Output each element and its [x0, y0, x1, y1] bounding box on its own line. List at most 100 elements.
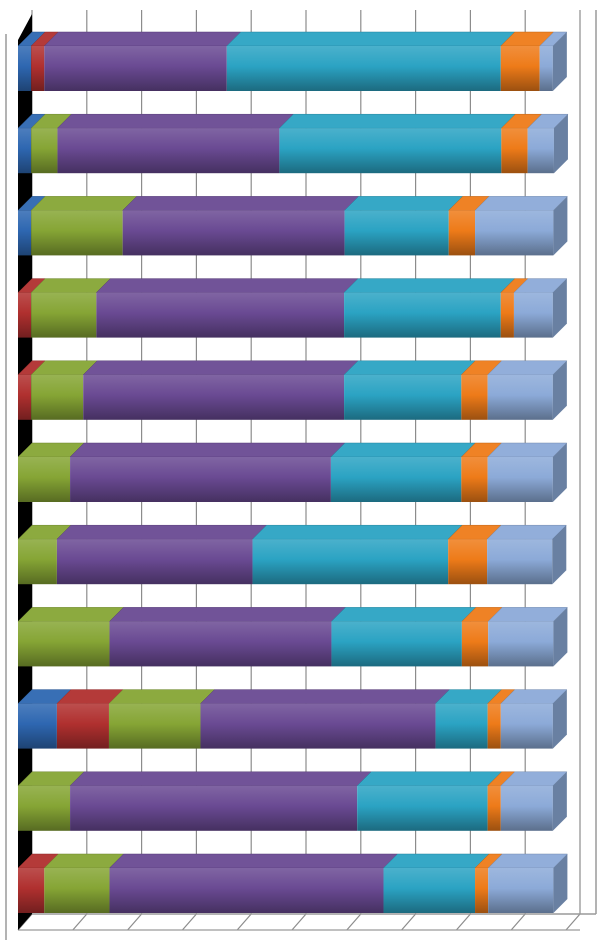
bar-top-face — [251, 524, 463, 540]
bar-segment — [70, 457, 331, 502]
bar-segment — [31, 128, 58, 174]
bar-end-face — [552, 32, 567, 91]
bar-segment — [448, 210, 476, 256]
bar-segment — [344, 210, 449, 256]
bar-segment — [330, 457, 462, 502]
gridline-floor — [401, 913, 417, 931]
bar-top-face — [330, 442, 476, 458]
bar-end-face — [553, 114, 568, 174]
bar-segment — [501, 128, 528, 174]
bar-top-face — [82, 360, 359, 376]
bar-end-face — [553, 854, 568, 913]
bar-segment — [487, 785, 501, 831]
bar-segment — [487, 457, 553, 502]
bar-top-face — [226, 31, 516, 47]
bar-end-face — [553, 607, 568, 667]
bar-segment — [18, 128, 32, 174]
bar-segment — [31, 46, 45, 91]
bar-segment — [487, 539, 553, 585]
bar-segment — [96, 292, 345, 338]
bar-top-face — [69, 442, 346, 458]
bar-top-face — [30, 196, 138, 211]
bar-top-face — [108, 689, 216, 704]
bar-top-face — [108, 853, 399, 869]
bar-segment — [18, 457, 71, 502]
gridline-floor — [72, 913, 88, 931]
bar-top-face — [199, 689, 451, 704]
bar-segment — [18, 292, 32, 338]
bar-end-face — [552, 689, 567, 749]
bar-segment — [252, 539, 449, 585]
gridline-floor — [565, 913, 581, 931]
bar-segment — [44, 868, 110, 913]
bar-segment — [488, 868, 554, 913]
bar-segment — [475, 868, 489, 913]
bar-segment — [475, 210, 554, 256]
bar-segment — [357, 785, 488, 831]
bar-segment — [344, 292, 501, 338]
bar-segment — [108, 703, 201, 749]
bar-segment — [344, 374, 462, 420]
bar-top-face — [344, 196, 464, 211]
bar-end-face — [552, 771, 567, 831]
bar-segment — [527, 128, 554, 174]
bar-segment — [461, 374, 488, 420]
bar-segment — [18, 703, 57, 749]
gridline-floor — [346, 913, 362, 931]
bar-top-face — [108, 607, 347, 622]
bar-segment — [500, 46, 540, 91]
bar-segment — [70, 785, 358, 831]
gridline-floor — [236, 913, 252, 931]
bar-top-face — [17, 607, 125, 622]
bar-top-face — [343, 278, 516, 293]
bar-segment — [56, 703, 109, 749]
bar-segment — [461, 621, 489, 667]
bar-end-face — [552, 360, 567, 420]
bar-segment — [18, 46, 32, 91]
bar-top-face — [278, 113, 516, 129]
bar-segment — [279, 128, 502, 174]
bar-segment — [18, 785, 71, 831]
bar-segment — [109, 868, 384, 913]
bar-top-face — [56, 113, 294, 129]
bar-segment — [539, 46, 553, 91]
bar-segment — [487, 703, 501, 749]
bar-segment — [331, 621, 462, 667]
bar-segment — [487, 374, 553, 420]
bar-top-face — [122, 196, 360, 211]
bar-segment — [31, 374, 84, 420]
bar-segment — [83, 374, 345, 420]
bar-segment — [56, 539, 253, 585]
gridline-floor — [181, 913, 197, 931]
gridline-floor — [455, 913, 471, 931]
bar-segment — [488, 621, 554, 667]
bar-segment — [109, 621, 332, 667]
bar-segment — [31, 292, 97, 338]
bar-segment — [383, 868, 476, 913]
bar-segment — [18, 868, 45, 913]
bar-end-face — [552, 525, 567, 585]
bar-end-face — [552, 443, 567, 502]
bar-segment — [18, 210, 32, 256]
bar-top-face — [43, 31, 242, 47]
bar-segment — [18, 621, 110, 667]
bar-end-face — [553, 196, 568, 256]
bar-segment — [435, 703, 488, 749]
bar-segment — [18, 539, 57, 585]
bar-segment — [226, 46, 501, 91]
bar-segment — [461, 457, 488, 502]
bar-segment — [44, 46, 227, 91]
bar-segment — [57, 128, 280, 174]
bar-segment — [122, 210, 345, 256]
bar-top-face — [56, 524, 268, 540]
bar-top-face — [474, 196, 568, 211]
bar-top-face — [382, 853, 490, 869]
gridline-floor — [291, 913, 307, 931]
gridline-floor — [510, 913, 526, 931]
bar-segment — [513, 292, 553, 338]
bar-top-face — [343, 360, 476, 376]
bar-segment — [18, 374, 32, 420]
bar-top-face — [356, 771, 503, 787]
